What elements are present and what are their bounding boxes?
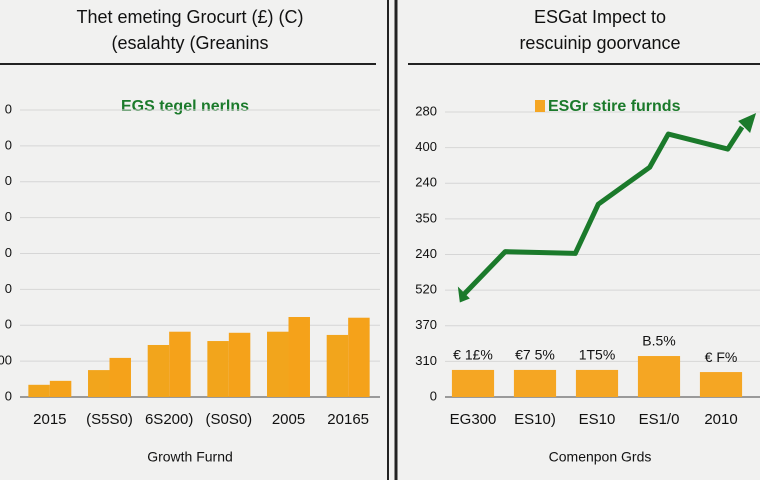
bar-annotation: € F% (705, 349, 738, 365)
y-tick-label: 370 (415, 317, 437, 332)
trend-line (460, 125, 745, 299)
legend-swatch (535, 100, 545, 112)
bar-annotation: € 1£% (453, 347, 493, 363)
bar (637, 356, 681, 397)
legend-label: ESGr stire furnds (548, 98, 681, 115)
y-tick-label: 240 (415, 175, 437, 190)
bar-annotation: 1T5% (579, 347, 616, 363)
y-tick-label: 0 (5, 281, 12, 296)
chart-title: ESGat Impect to (534, 7, 666, 27)
arrow-tail (457, 286, 470, 303)
y-tick-label: 310 (415, 353, 437, 368)
arrow-head (738, 112, 757, 133)
x-tick-label: ES10) (514, 411, 556, 428)
y-tick-label: 0 (5, 388, 12, 403)
x-tick-label: 6S200) (145, 411, 193, 428)
bar (575, 369, 619, 397)
bar (169, 331, 191, 397)
x-tick-label: 2010 (704, 411, 737, 428)
bar (288, 316, 310, 397)
bar (49, 380, 72, 397)
bar (267, 331, 289, 397)
bar (109, 357, 131, 397)
chart-title: (esalahty (Greanins (111, 33, 268, 53)
y-tick-label: 240 (415, 246, 437, 261)
bar-annotation: B.5% (642, 333, 675, 349)
y-tick-label: 350 (415, 210, 437, 225)
y-tick-label: 520 (415, 282, 437, 297)
y-tick-label: 280 (415, 103, 437, 118)
chart-title: Thet emeting Grocurt (£) (C) (76, 7, 303, 27)
x-axis-label: Growth Furnd (147, 449, 233, 465)
x-tick-label: (S5S0) (86, 411, 133, 428)
x-tick-label: 2015 (33, 411, 66, 428)
x-axis-label: Comenpon Grds (549, 449, 652, 465)
y-tick-label: 400 (415, 139, 437, 154)
x-tick-label: EG300 (450, 411, 497, 428)
x-tick-label: (S0S0) (205, 411, 252, 428)
bar (699, 372, 743, 397)
bar (147, 344, 170, 397)
bar (451, 369, 495, 397)
chart-title: rescuinip goorvance (519, 33, 680, 53)
x-tick-label: ES1/0 (639, 411, 680, 428)
y-tick-label: 0 (5, 101, 12, 116)
x-tick-label: 20165 (327, 411, 369, 428)
bar (228, 332, 251, 397)
y-tick-label: 0 (5, 173, 12, 188)
y-tick-label: 0 (5, 209, 12, 224)
x-tick-label: 2005 (272, 411, 305, 428)
bar (88, 370, 110, 397)
y-tick-label: 0 (5, 137, 12, 152)
bar (207, 341, 229, 397)
bar (326, 334, 349, 397)
chart-subtitle: EGS tegel nerlns (121, 98, 249, 115)
bar (348, 317, 370, 397)
y-tick-label: 0 (5, 317, 12, 332)
bar (513, 369, 557, 397)
bar (28, 384, 50, 397)
y-tick-label: 0 (5, 245, 12, 260)
x-tick-label: ES10 (579, 411, 616, 428)
y-tick-label: 0 (430, 388, 437, 403)
y-tick-label: 00 (0, 353, 12, 368)
bar-annotation: €7 5% (515, 347, 555, 363)
